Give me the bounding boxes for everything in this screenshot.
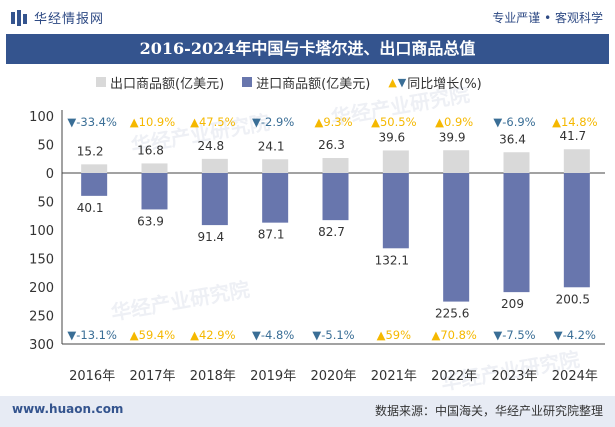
export-bar: [262, 159, 289, 173]
import-growth-label: ▼-4.2%: [554, 328, 596, 342]
export-bar: [322, 158, 349, 173]
chart-title: 2016-2024年中国与卡塔尔进、出口商品总值: [6, 34, 609, 64]
import-value-label: 63.9: [137, 214, 164, 228]
export-bar: [201, 158, 228, 173]
legend-import: 进口商品额(亿美元): [242, 73, 370, 92]
export-bar: [382, 150, 409, 173]
export-bar: [443, 150, 470, 173]
import-bar: [262, 173, 289, 223]
import-value-label: 209: [501, 297, 524, 311]
import-growth-label: ▼-4.8%: [252, 328, 294, 342]
x-tick-label: 2019年: [250, 369, 296, 384]
export-value-label: 39.6: [378, 130, 405, 144]
up-triangle-icon: ▲: [388, 75, 397, 89]
footer: www.huaon.com 数据来源：中国海关，华经产业研究院整理: [0, 396, 615, 427]
legend-growth: ▲ ▼ 同比增长(%): [388, 73, 481, 92]
x-tick-label: 2024年: [552, 369, 598, 384]
import-value-label: 132.1: [375, 253, 409, 267]
y-tick-label: 250: [29, 310, 54, 325]
x-tick-label: 2016年: [69, 369, 115, 384]
legend-export: 出口商品额(亿美元): [96, 73, 224, 92]
legend-import-swatch: [242, 77, 253, 87]
footer-source: 数据来源：中国海关，华经产业研究院整理: [374, 404, 603, 418]
import-bar: [141, 173, 168, 210]
export-value-label: 39.9: [439, 130, 466, 144]
import-bar: [201, 173, 228, 226]
export-growth-label: ▲10.9%: [130, 115, 175, 129]
legend-export-label: 出口商品额(亿美元): [110, 76, 225, 92]
brand-name: 华经情报网: [34, 12, 105, 27]
y-tick-label: 150: [29, 253, 54, 268]
legend-export-swatch: [96, 77, 106, 87]
top-bar: 华经情报网 专业严谨 • 客观科学: [0, 0, 615, 34]
export-bar: [563, 149, 590, 173]
export-growth-label: ▼-6.9%: [493, 115, 535, 129]
export-growth-label: ▲50.5%: [371, 115, 416, 129]
import-value-label: 87.1: [258, 228, 285, 242]
import-bar: [443, 173, 470, 302]
y-tick-label: 100: [29, 224, 54, 239]
legend: 出口商品额(亿美元) 进口商品额(亿美元) ▲ ▼ 同比增长(%): [96, 72, 500, 92]
export-bar: [141, 163, 168, 173]
y-tick-label: 200: [29, 281, 54, 296]
down-triangle-icon: ▼: [397, 75, 407, 89]
export-value-label: 41.7: [559, 129, 586, 143]
import-value-label: 40.1: [77, 201, 104, 215]
export-value-label: 24.1: [258, 139, 285, 153]
x-tick-label: 2021年: [371, 369, 417, 384]
import-growth-label: ▲59%: [377, 328, 411, 342]
import-bar: [81, 173, 108, 196]
export-growth-label: ▼-2.9%: [252, 115, 294, 129]
x-tick-label: 2022年: [431, 369, 477, 384]
export-value-label: 26.3: [318, 138, 345, 152]
footer-website: www.huaon.com: [12, 402, 124, 416]
export-value-label: 36.4: [499, 132, 526, 146]
export-growth-label: ▲47.5%: [190, 115, 235, 129]
brand: 华经情报网: [10, 8, 104, 27]
import-value-label: 82.7: [318, 225, 345, 239]
import-growth-label: ▲70.8%: [431, 328, 476, 342]
brand-logo-icon: [11, 9, 27, 26]
export-growth-label: ▲9.3%: [314, 115, 352, 129]
export-bar: [503, 152, 530, 173]
x-tick-label: 2018年: [190, 369, 236, 384]
import-growth-label: ▼-5.1%: [312, 328, 354, 342]
y-tick-label: 100: [29, 110, 54, 125]
x-tick-label: 2023年: [491, 369, 537, 384]
import-value-label: 225.6: [435, 307, 469, 321]
export-growth-label: ▲14.8%: [552, 115, 597, 129]
export-value-label: 16.8: [137, 143, 164, 157]
x-tick-label: 2020年: [310, 369, 356, 384]
import-bar: [563, 173, 590, 288]
export-value-label: 15.2: [77, 144, 104, 158]
import-value-label: 200.5: [556, 292, 590, 306]
y-tick-label: 50: [37, 139, 54, 154]
tagline: 专业严谨 • 客观科学: [492, 11, 603, 25]
chart-plot: 100 50 0 50 100 150 200 250 300 15.2 40.1 2016年 ▼-33…: [29, 110, 605, 384]
y-tick-label: 0: [46, 167, 54, 182]
import-bar: [322, 173, 349, 221]
x-tick-label: 2017年: [129, 369, 175, 384]
import-growth-label: ▲42.9%: [190, 328, 235, 342]
y-tick-label: 300: [29, 338, 54, 353]
legend-growth-label: 同比增长(%): [407, 76, 482, 92]
legend-import-label: 进口商品额(亿美元): [256, 76, 371, 92]
import-value-label: 91.4: [197, 230, 224, 244]
import-growth-label: ▼-7.5%: [493, 328, 535, 342]
import-bar: [382, 173, 409, 249]
y-tick-label: 50: [37, 196, 54, 211]
import-bar: [503, 173, 530, 293]
export-bar: [81, 164, 108, 173]
import-growth-label: ▼-13.1%: [67, 328, 117, 342]
import-growth-label: ▲59.4%: [130, 328, 175, 342]
export-growth-label: ▼-33.4%: [67, 115, 117, 129]
export-growth-label: ▲0.9%: [435, 115, 473, 129]
export-value-label: 24.8: [197, 139, 224, 153]
